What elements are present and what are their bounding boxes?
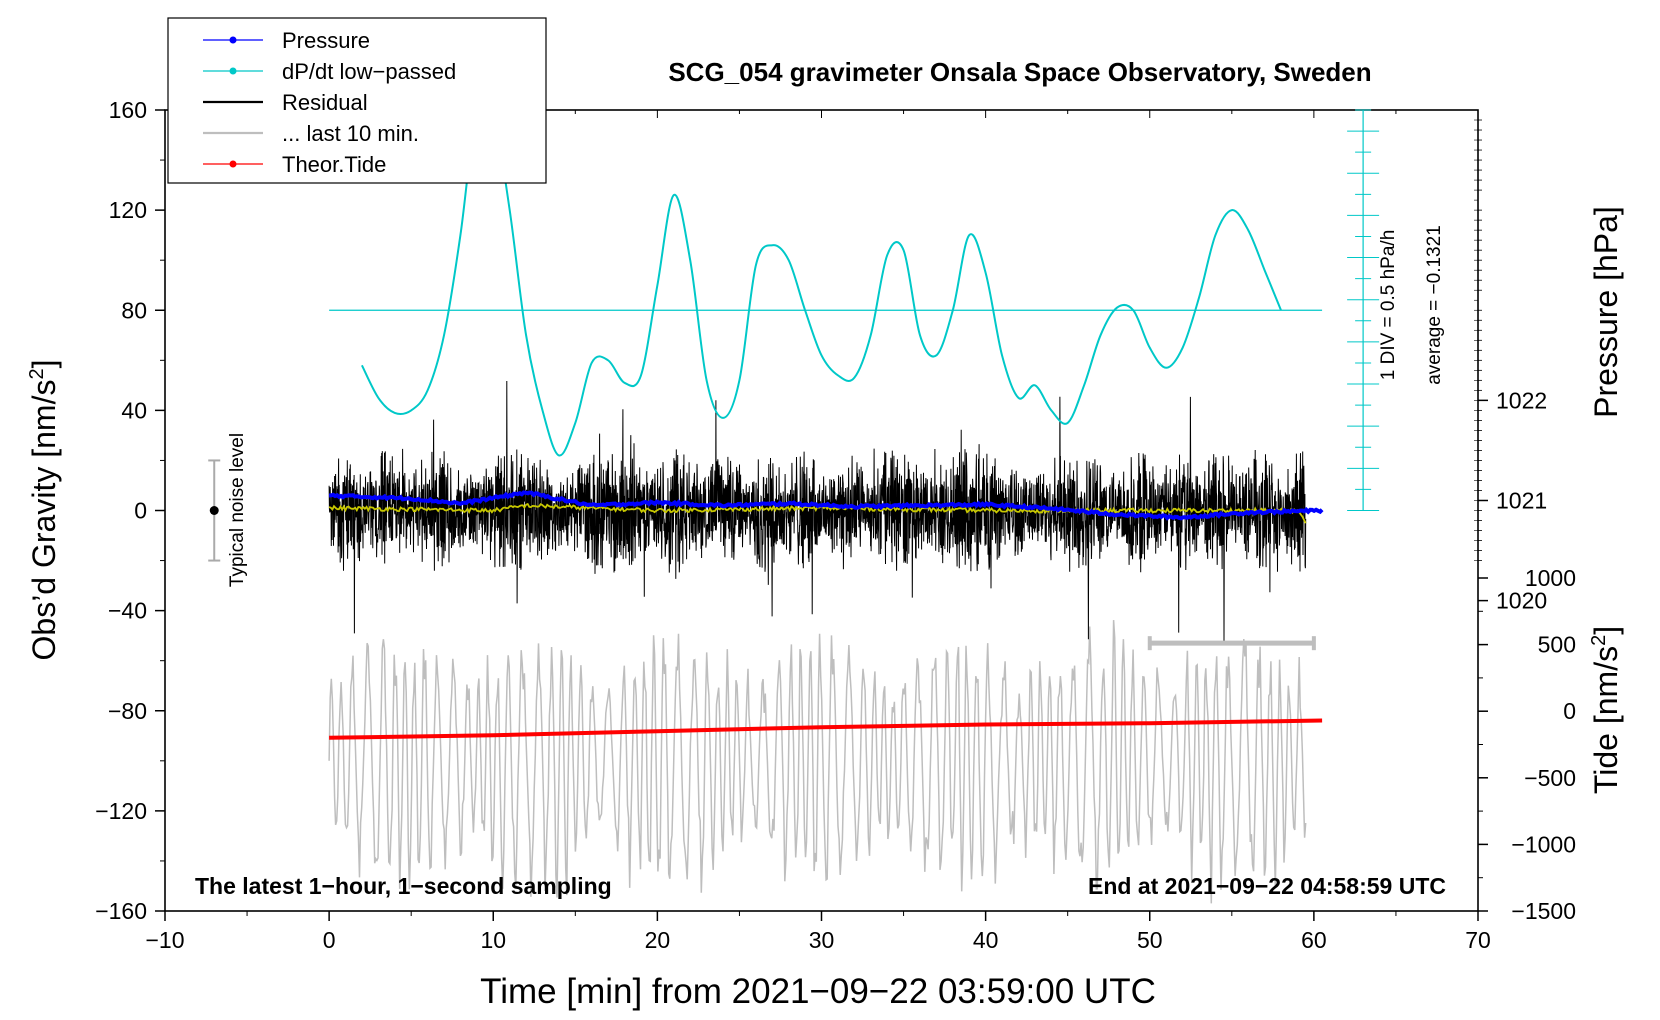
y-tick-label: 40 (121, 397, 147, 423)
legend-swatch-marker (229, 36, 237, 44)
y-axis-label-gravity-sup: 2 (26, 368, 48, 379)
tide-tick-label: −500 (1524, 765, 1576, 791)
legend-box (167, 17, 547, 184)
y-tick-label: 120 (109, 197, 147, 223)
y-axis-label-tide: Tide [nm/s2] (1588, 626, 1624, 794)
y-axis-label-gravity: Obs’d Gravity [nm/s2] (26, 360, 62, 661)
pressure-tick-label: 1021 (1496, 487, 1547, 513)
x-tick-label: −10 (145, 927, 184, 953)
y-axis-label-tide-sup: 2 (1588, 635, 1610, 646)
x-axis-label: Time [min] from 2021−09−22 03:59:00 UTC (480, 972, 1156, 1011)
x-tick-label: 30 (809, 927, 835, 953)
y-tick-label: 80 (121, 297, 147, 323)
y-tick-label: 0 (134, 498, 147, 524)
x-tick-label: 70 (1465, 927, 1491, 953)
y-axis-label-gravity-text: Obs’d Gravity [nm/s (26, 380, 62, 661)
tide-tick-label: 0 (1563, 698, 1576, 724)
y-axis-label-tide-text: Tide [nm/s (1588, 646, 1624, 794)
legend-label: ... last 10 min. (282, 121, 419, 146)
x-tick-label: 20 (645, 927, 671, 953)
annotation-bottom-right: End at 2021−09−22 04:58:59 UTC (1088, 873, 1446, 899)
x-tick-label: 0 (323, 927, 336, 953)
legend-swatch-marker (229, 160, 237, 168)
annotation-bottom-left: The latest 1−hour, 1−second sampling (195, 873, 612, 899)
x-tick-label: 10 (480, 927, 506, 953)
y-tick-label: 160 (109, 97, 147, 123)
x-tick-label: 40 (973, 927, 999, 953)
legend-label: dP/dt low−passed (282, 59, 456, 84)
y-axis-label-gravity-end: ] (26, 360, 62, 369)
y-axis-label-pressure: Pressure [hPa] (1588, 206, 1624, 418)
y-tick-label: −160 (95, 898, 147, 924)
tide-tick-label: −1500 (1511, 898, 1576, 924)
pressure-tick-label: 1022 (1496, 387, 1547, 413)
noise-level-label: Typical noise level (227, 433, 248, 587)
series-layer (328, 110, 1324, 904)
y-axis-label-tide-end: ] (1588, 626, 1624, 635)
y-tick-label: −40 (108, 598, 147, 624)
legend-swatch-marker (229, 67, 237, 75)
series-pressure-line (329, 490, 1324, 521)
series-residual-line (328, 380, 1307, 643)
series-last10-line (328, 620, 1307, 904)
series-tide-line (329, 718, 1323, 740)
y-tick-label: −120 (95, 798, 147, 824)
dpdt-average-label: average = −0.1321 (1424, 225, 1445, 385)
axes-layer: −10 0 10 20 30 40 50 60 70−160−120−80−4004080120… (95, 97, 1576, 953)
legend-label: Pressure (282, 28, 370, 53)
tide-tick-label: 500 (1538, 632, 1576, 658)
legend-label: Theor.Tide (282, 152, 386, 177)
x-tick-label: 50 (1137, 927, 1163, 953)
dpdt-scale-label: 1 DIV = 0.5 hPa/h (1378, 230, 1399, 381)
x-tick-label: 60 (1301, 927, 1327, 953)
legend: Pressure dP/dt low−passed Residual ... last… (167, 17, 547, 184)
pressure-tick-label: 1020 (1496, 588, 1547, 614)
chart-title: SCG_054 gravimeter Onsala Space Observat… (668, 57, 1371, 87)
noise-level-center-dot (209, 506, 219, 515)
tide-tick-label: −1000 (1511, 831, 1576, 857)
tide-tick-label: 1000 (1525, 565, 1576, 591)
y-tick-label: −80 (108, 698, 147, 724)
legend-label: Residual (282, 90, 368, 115)
